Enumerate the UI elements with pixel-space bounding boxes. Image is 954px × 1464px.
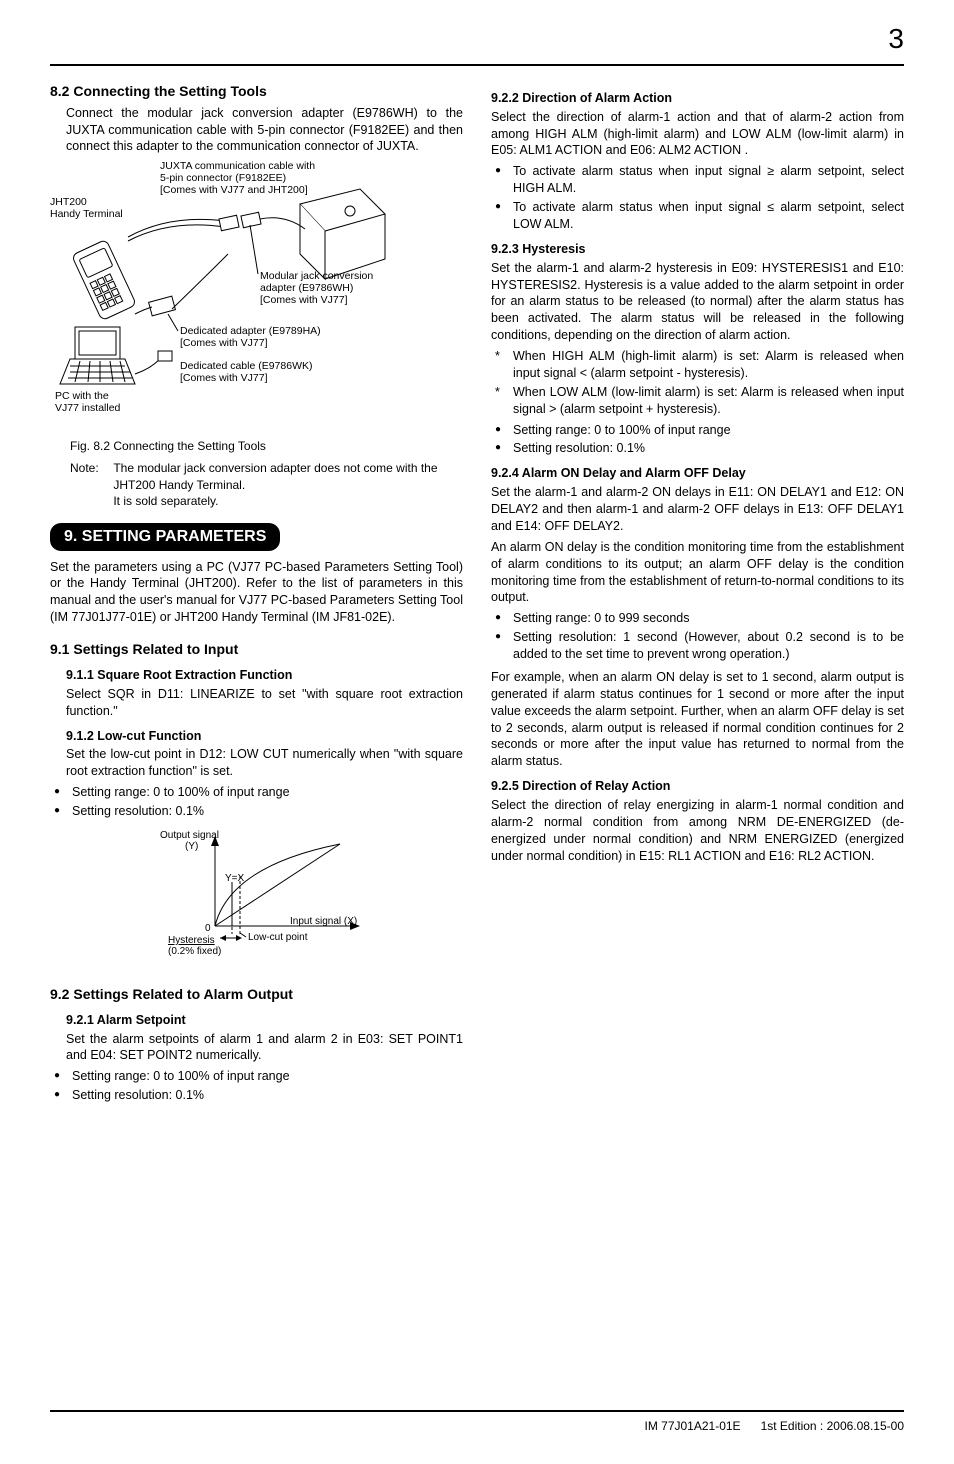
heading-9-2-4: 9.2.4 Alarm ON Delay and Alarm OFF Delay	[491, 465, 904, 482]
list-item: Setting resolution: 0.1%	[491, 440, 904, 457]
footer-doc-id: IM 77J01A21-01E	[644, 1419, 740, 1433]
chart-zero: 0	[205, 923, 211, 934]
list-item: Setting range: 0 to 999 seconds	[491, 610, 904, 627]
ded-cable-conn	[158, 351, 172, 361]
text-9-2-1: Set the alarm setpoints of alarm 1 and a…	[66, 1031, 463, 1065]
heading-9-1: 9.1 Settings Related to Input	[50, 640, 463, 659]
yx-line	[215, 844, 340, 926]
list-item: Setting range: 0 to 100% of input range	[50, 1068, 463, 1085]
section-9-banner: 9. SETTING PARAMETERS	[50, 523, 280, 551]
text-9-2-2: Select the direction of alarm-1 action a…	[491, 109, 904, 160]
heading-9-2-3: 9.2.3 Hysteresis	[491, 241, 904, 258]
text-9-2-3: Set the alarm-1 and alarm-2 hysteresis i…	[491, 260, 904, 344]
heading-9-2: 9.2 Settings Related to Alarm Output	[50, 985, 463, 1004]
page-number: 3	[50, 20, 904, 58]
connector-1	[219, 216, 239, 231]
list-item: Setting resolution: 0.1%	[50, 803, 463, 820]
chart-fixed: (0.2% fixed)	[168, 946, 221, 957]
figure-8-2-note: Note: The modular jack conversion adapte…	[70, 460, 463, 509]
right-column: 9.2.2 Direction of Alarm Action Select t…	[491, 82, 904, 1110]
starlist-9-2-3: When HIGH ALM (high-limit alarm) is set:…	[491, 348, 904, 418]
list-9-2-3: Setting range: 0 to 100% of input range …	[491, 422, 904, 458]
list-item: Setting resolution: 1 second (However, a…	[491, 629, 904, 663]
left-column: 8.2 Connecting the Setting Tools Connect…	[50, 82, 463, 1110]
chart-yx: Y=X	[225, 873, 245, 884]
footer: IM 77J01A21-01E 1st Edition : 2006.08.15…	[50, 1412, 904, 1434]
text-9-2-4c: For example, when an alarm ON delay is s…	[491, 669, 904, 770]
text-9-2-4a: Set the alarm-1 and alarm-2 ON delays in…	[491, 484, 904, 535]
heading-9-1-1: 9.1.1 Square Root Extraction Function	[66, 667, 463, 684]
list-9-2-2: To activate alarm status when input sign…	[491, 163, 904, 233]
list-9-2-4: Setting range: 0 to 999 seconds Setting …	[491, 610, 904, 663]
cable-2	[260, 218, 305, 229]
chart-xlabel: Input signal (X)	[290, 916, 357, 927]
list-9-2-1: Setting range: 0 to 100% of input range …	[50, 1068, 463, 1104]
handy-terminal-icon	[72, 240, 137, 321]
note-body: The modular jack conversion adapter does…	[113, 460, 456, 509]
content-columns: 8.2 Connecting the Setting Tools Connect…	[50, 82, 904, 1110]
heading-9-1-2: 9.1.2 Low-cut Function	[66, 728, 463, 745]
cable-3	[135, 307, 152, 314]
fig-label-jht: JHT200Handy Terminal	[50, 196, 123, 220]
text-9-1-1: Select SQR in D11: LINEARIZE to set "wit…	[66, 686, 463, 720]
figure-8-2: JUXTA communication cable with5-pin conn…	[50, 159, 463, 434]
figure-8-2-caption: Fig. 8.2 Connecting the Setting Tools	[70, 438, 463, 454]
fig-label-cable: JUXTA communication cable with5-pin conn…	[160, 160, 315, 196]
list-item: Setting range: 0 to 100% of input range	[50, 784, 463, 801]
chart-lowcut: Low-cut point	[248, 932, 308, 943]
leader-2	[168, 314, 178, 331]
spacer	[50, 1110, 904, 1370]
fig-label-pc: PC with theVJ77 installed	[55, 390, 121, 414]
text-9-intro: Set the parameters using a PC (VJ77 PC-b…	[50, 559, 463, 627]
list-9-1-2: Setting range: 0 to 100% of input range …	[50, 784, 463, 820]
heading-9-2-1: 9.2.1 Alarm Setpoint	[66, 1012, 463, 1029]
juxta-device-icon	[300, 189, 385, 279]
heading-8-2: 8.2 Connecting the Setting Tools	[50, 82, 463, 101]
list-item: To activate alarm status when input sign…	[491, 163, 904, 197]
list-item: When LOW ALM (low-limit alarm) is set: A…	[491, 384, 904, 418]
text-8-2-intro: Connect the modular jack conversion adap…	[66, 105, 463, 156]
footer-edition: 1st Edition : 2006.08.15-00	[761, 1419, 904, 1433]
list-item: Setting range: 0 to 100% of input range	[491, 422, 904, 439]
adapter-box	[149, 296, 176, 316]
text-9-2-5: Select the direction of relay energizing…	[491, 797, 904, 865]
cable-3b	[172, 254, 228, 309]
cable-4	[135, 359, 160, 374]
note-label: Note:	[70, 460, 110, 476]
fig-label-dedadapt: Dedicated adapter (E9789HA)[Comes with V…	[180, 325, 321, 349]
list-item: Setting resolution: 0.1%	[50, 1087, 463, 1104]
cable-1b	[128, 225, 225, 241]
lowcut-chart: Output signal(Y) Y=X 0 Input signal (X) …	[140, 826, 463, 971]
top-rule	[50, 64, 904, 66]
chart-hyst: Hysteresis	[168, 935, 215, 946]
list-item: When HIGH ALM (high-limit alarm) is set:…	[491, 348, 904, 382]
list-item: To activate alarm status when input sign…	[491, 199, 904, 233]
connector-2	[241, 213, 261, 228]
chart-ylabel: Output signal(Y)	[160, 830, 219, 852]
text-9-1-2: Set the low-cut point in D12: LOW CUT nu…	[66, 746, 463, 780]
heading-9-2-5: 9.2.5 Direction of Relay Action	[491, 778, 904, 795]
fig-label-dedcable: Dedicated cable (E9786WK)[Comes with VJ7…	[180, 360, 313, 384]
leader-1	[250, 225, 258, 274]
laptop-icon	[60, 327, 135, 384]
fig-label-modjack: Modular jack conversionadapter (E9786WH)…	[260, 270, 373, 306]
heading-9-2-2: 9.2.2 Direction of Alarm Action	[491, 90, 904, 107]
text-9-2-4b: An alarm ON delay is the condition monit…	[491, 539, 904, 607]
